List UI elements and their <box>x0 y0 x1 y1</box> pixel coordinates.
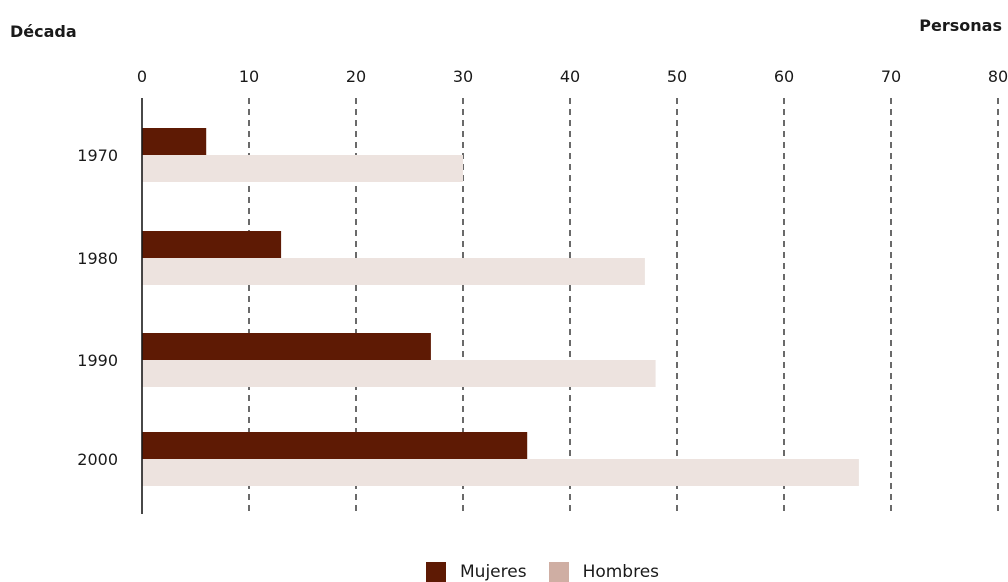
bar-mujeres-1970 <box>142 128 207 155</box>
bar-hombres-1970 <box>142 155 463 182</box>
x-tick-label-20: 20 <box>346 67 366 86</box>
legend-label-mujeres: Mujeres <box>460 562 527 582</box>
y-tick-label-2000: 2000 <box>77 450 118 469</box>
x-axis-title: Personas <box>919 16 1002 35</box>
bar-mujeres-1980 <box>142 231 282 258</box>
x-tick-label-60: 60 <box>774 67 794 86</box>
y-tick-label-1990: 1990 <box>77 351 118 370</box>
x-tick-label-50: 50 <box>667 67 687 86</box>
legend-swatch-hombres <box>548 562 569 582</box>
x-tick-label-0: 0 <box>137 67 147 86</box>
bar-hombres-2000 <box>142 459 859 486</box>
legend: Mujeres Hombres <box>426 562 681 582</box>
bar-hombres-1980 <box>142 258 645 285</box>
x-tick-label-70: 70 <box>881 67 901 86</box>
y-tick-label-1970: 1970 <box>77 146 118 165</box>
legend-label-hombres: Hombres <box>582 562 660 582</box>
bar-mujeres-1990 <box>142 333 431 360</box>
legend-item-hombres: Hombres <box>548 562 660 582</box>
legend-item-mujeres: Mujeres <box>426 562 527 582</box>
legend-swatch-mujeres <box>426 562 446 582</box>
y-tick-label-1980: 1980 <box>77 249 118 268</box>
x-tick-label-10: 10 <box>239 67 259 86</box>
x-tick-label-80: 80 <box>988 67 1008 86</box>
x-tick-label-40: 40 <box>560 67 580 86</box>
bar-hombres-1990 <box>142 360 656 387</box>
y-axis-title: Década <box>10 22 77 41</box>
x-tick-label-30: 30 <box>453 67 473 86</box>
bar-mujeres-2000 <box>142 432 528 459</box>
